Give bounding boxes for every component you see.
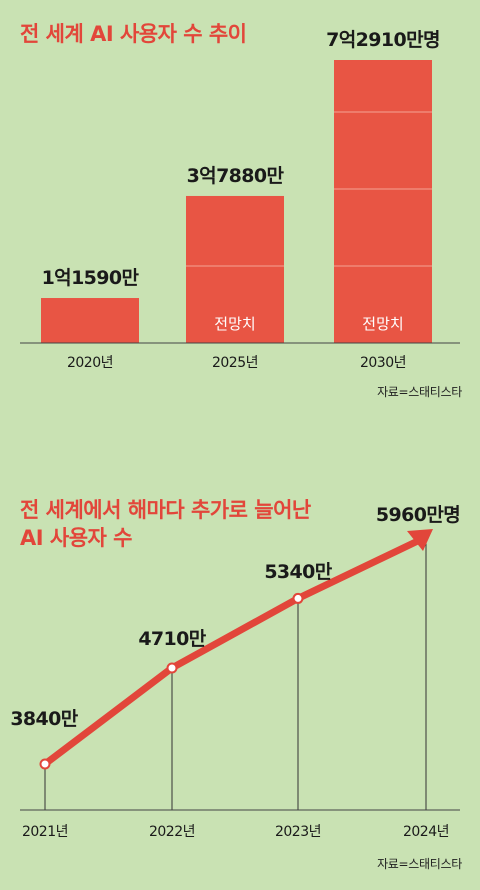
bar-value-label: 1억1590만 (42, 267, 140, 289)
x-tick-label: 2021년 (22, 824, 68, 840)
line-chart-title-line-1: 전 세계에서 해마다 추가로 늘어난 (20, 498, 311, 522)
bar-2 (186, 195, 284, 343)
x-tick-label: 2025년 (212, 355, 258, 371)
x-tick-label: 2024년 (403, 824, 449, 840)
bar-chart: 1억1590만 2020년 전망치 3억7880만 2025년 전망치 7억2910만명 20… (20, 29, 460, 371)
bar-chart-title: 전 세계 AI 사용자 수 추이 (20, 22, 247, 46)
point-value-label: 5960만명 (376, 504, 460, 526)
x-tick-label: 2023년 (275, 824, 321, 840)
bar-chart-source: 자료=스태티스타 (377, 385, 462, 399)
series-line (41, 534, 428, 768)
point-value-label: 4710만 (138, 628, 206, 650)
line-chart-title-line-2: AI 사용자 수 (20, 526, 132, 550)
line-chart-source: 자료=스태티스타 (377, 857, 462, 871)
line-chart: 3840만 4710만 5340만 5960만명 2021년 2022년 2023년 2024… (10, 504, 460, 840)
data-point (166, 662, 178, 674)
x-tick-label: 2030년 (360, 355, 406, 371)
point-value-label: 5340만 (264, 561, 332, 583)
bar-3 (334, 60, 432, 343)
bar-value-label: 3억7880만 (187, 165, 285, 187)
data-point (292, 592, 304, 604)
forecast-label: 전망치 (362, 315, 403, 333)
line-chart-title: 전 세계에서 해마다 추가로 늘어난 AI 사용자 수 (20, 496, 311, 552)
arrow-head (407, 529, 433, 551)
data-point (39, 758, 51, 770)
x-tick-label: 2020년 (67, 355, 113, 371)
bar-1 (41, 298, 139, 343)
point-value-label: 3840만 (10, 708, 78, 730)
x-tick-label: 2022년 (149, 824, 195, 840)
bar-value-label: 7억2910만명 (326, 29, 440, 51)
forecast-label: 전망치 (214, 315, 255, 333)
